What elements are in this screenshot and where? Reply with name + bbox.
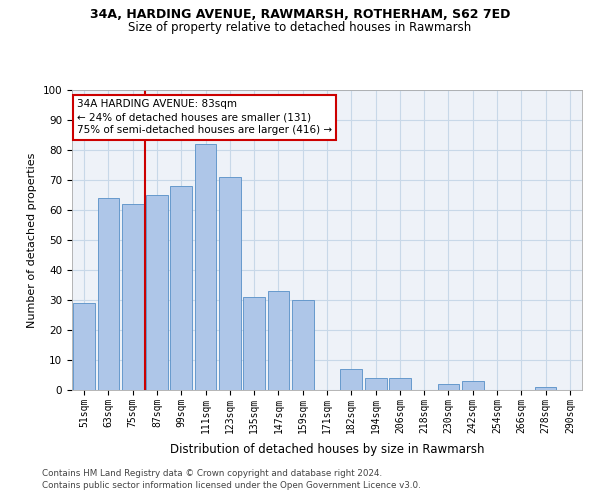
Bar bbox=[194, 144, 217, 390]
Bar bbox=[462, 381, 484, 390]
Text: Contains public sector information licensed under the Open Government Licence v3: Contains public sector information licen… bbox=[42, 481, 421, 490]
Bar bbox=[243, 297, 265, 390]
Text: 34A HARDING AVENUE: 83sqm
← 24% of detached houses are smaller (131)
75% of semi: 34A HARDING AVENUE: 83sqm ← 24% of detac… bbox=[77, 99, 332, 136]
Bar bbox=[97, 198, 119, 390]
Text: 34A, HARDING AVENUE, RAWMARSH, ROTHERHAM, S62 7ED: 34A, HARDING AVENUE, RAWMARSH, ROTHERHAM… bbox=[90, 8, 510, 20]
Bar bbox=[535, 387, 556, 390]
Bar bbox=[437, 384, 460, 390]
Bar bbox=[219, 177, 241, 390]
Bar bbox=[365, 378, 386, 390]
Bar bbox=[292, 300, 314, 390]
Bar bbox=[73, 303, 95, 390]
Bar bbox=[389, 378, 411, 390]
Text: Distribution of detached houses by size in Rawmarsh: Distribution of detached houses by size … bbox=[170, 442, 484, 456]
Bar bbox=[122, 204, 143, 390]
Bar bbox=[146, 195, 168, 390]
Bar bbox=[170, 186, 192, 390]
Text: Contains HM Land Registry data © Crown copyright and database right 2024.: Contains HM Land Registry data © Crown c… bbox=[42, 468, 382, 477]
Text: Size of property relative to detached houses in Rawmarsh: Size of property relative to detached ho… bbox=[128, 21, 472, 34]
Y-axis label: Number of detached properties: Number of detached properties bbox=[27, 152, 37, 328]
Bar bbox=[340, 369, 362, 390]
Bar bbox=[268, 291, 289, 390]
